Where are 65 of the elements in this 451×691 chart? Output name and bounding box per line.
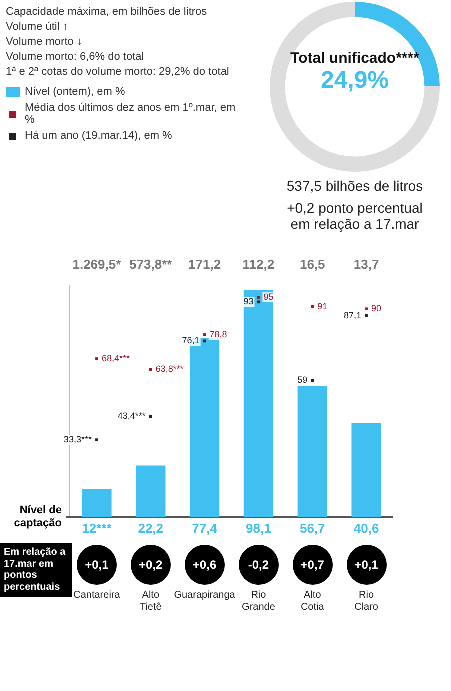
text: 171,2 xyxy=(188,257,222,272)
point xyxy=(96,358,98,360)
legend-label: Média dos últimos dez anos em 1º.mar, em % xyxy=(25,102,237,126)
data-label: 98,1 xyxy=(246,521,272,536)
point xyxy=(311,305,314,308)
x-tick-label: Rio Claro xyxy=(354,590,379,613)
text: 1ª e 2ª cotas do volume morto: 29,2% do total xyxy=(6,66,230,78)
legend-label: Há um ano (19.mar.14), em % xyxy=(25,130,172,142)
data-label: 63,8*** xyxy=(156,364,184,374)
data-label: 78,8 xyxy=(210,329,228,340)
bar xyxy=(298,386,328,517)
x-tick-label: Alto Cotia xyxy=(300,590,325,613)
bar xyxy=(244,290,274,517)
text: Volume morto: 6,6% do total xyxy=(6,51,146,63)
x-tick-label: Guarapiranga xyxy=(174,590,236,601)
point xyxy=(311,379,314,382)
bar xyxy=(136,466,166,517)
text: Total unificado**** xyxy=(290,50,420,67)
data-label: +0,1 xyxy=(346,545,387,585)
x-tick-label: Alto Tietê xyxy=(140,590,162,613)
point xyxy=(257,296,260,299)
data-label: 22,2 xyxy=(138,521,164,536)
data-label: 33,3*** xyxy=(64,434,92,445)
x-tick-label: Cantareira xyxy=(74,590,121,601)
x-tick-label: Rio Grande xyxy=(242,590,276,613)
text: 1.269,5* xyxy=(72,257,122,272)
data-label: 91 xyxy=(318,301,328,312)
data-label: 68,4*** xyxy=(102,353,130,364)
data-label: +0,6 xyxy=(184,545,225,585)
point xyxy=(203,334,206,336)
data-label: 24,9% xyxy=(320,67,390,95)
text: 112,2 xyxy=(242,257,275,272)
legend-label: Nível (ontem), em % xyxy=(25,86,126,98)
data-label: 56,7 xyxy=(300,521,326,536)
bar xyxy=(82,489,112,517)
data-label: 77,4 xyxy=(192,521,218,536)
ref-line-label: Nível de captação xyxy=(14,504,62,530)
point xyxy=(149,368,152,372)
text: Volume útil ↑ xyxy=(6,21,70,33)
point xyxy=(365,314,368,318)
data-label: +0,7 xyxy=(292,545,333,585)
text: Em relação a 17.mar em pontos percentuais xyxy=(0,543,72,597)
data-label: 87,1 xyxy=(344,310,362,320)
data-label: 59 xyxy=(298,375,308,386)
text: 537,5 bilhões de litros xyxy=(286,178,424,194)
data-label: +0,1 xyxy=(76,545,117,585)
point xyxy=(365,308,368,311)
data-label: 90 xyxy=(372,304,382,314)
bar xyxy=(352,423,382,517)
text: Capacidade máxima, em bilhões de litros xyxy=(6,6,208,18)
data-label: -0,2 xyxy=(238,545,279,585)
text: 13,7 xyxy=(354,257,380,272)
point xyxy=(149,415,152,418)
data-label: 95 xyxy=(264,292,274,302)
text: 16,5 xyxy=(300,257,326,272)
point xyxy=(96,438,98,442)
data-label: 43,4*** xyxy=(118,411,146,422)
text: Volume morto ↓ xyxy=(6,36,84,48)
text: +0,2 ponto percentual em relação a 17.mar xyxy=(286,200,424,232)
data-label: +0,2 xyxy=(130,545,171,585)
data-label: 93 xyxy=(244,296,254,307)
data-label: 12*** xyxy=(82,521,113,536)
data-label: 76,1 xyxy=(182,336,200,346)
data-label: 40,6 xyxy=(354,521,380,536)
text: 573,8** xyxy=(130,257,174,272)
